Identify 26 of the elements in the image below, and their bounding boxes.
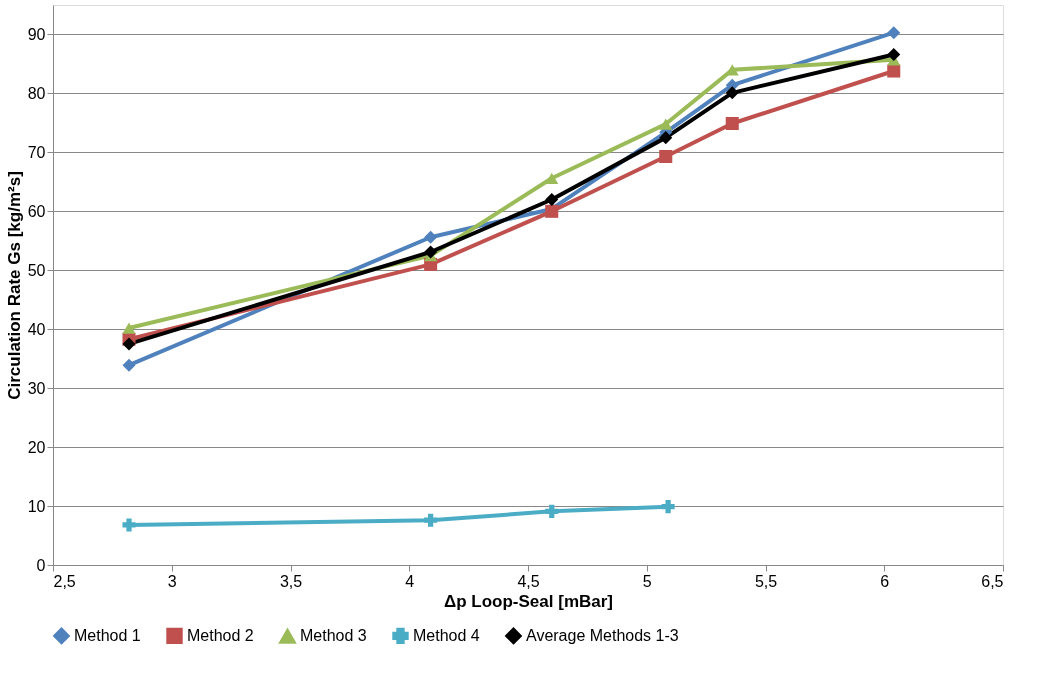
x-tick-label: 6 [880,572,890,590]
legend-label: Method 4 [413,626,480,644]
x-tick-label: 6,5 [981,572,1004,590]
y-tick-label: 20 [27,438,46,456]
legend-label: Method 2 [187,626,254,644]
x-tick-label: 4 [405,572,415,590]
x-tick-label: 3,5 [279,572,303,590]
y-tick-label: 0 [36,556,46,574]
y-tick-label: 90 [27,25,46,43]
y-tick-label: 80 [27,84,46,102]
y-tick-label: 60 [27,202,46,220]
y-tick-label: 10 [27,497,46,515]
legend-label: Average Methods 1-3 [526,626,679,644]
legend-label: Method 1 [74,626,141,644]
x-tick-label: 5,5 [754,572,778,590]
y-axis-title: Circulation Rate Gs [kg/m²s] [4,171,24,400]
y-tick-label: 70 [27,143,46,161]
y-tick-label: 30 [27,379,46,397]
legend-label: Method 3 [300,627,367,645]
x-tick-label: 3 [167,572,177,590]
x-tick-label: 5 [642,572,652,590]
y-tick-label: 50 [27,261,46,279]
x-axis-title: Δp Loop-Seal [mBar] [443,591,614,611]
y-tick-label: 40 [27,320,46,338]
x-tick-label: 2,5 [53,572,76,590]
x-tick-label: 4,5 [517,572,540,590]
